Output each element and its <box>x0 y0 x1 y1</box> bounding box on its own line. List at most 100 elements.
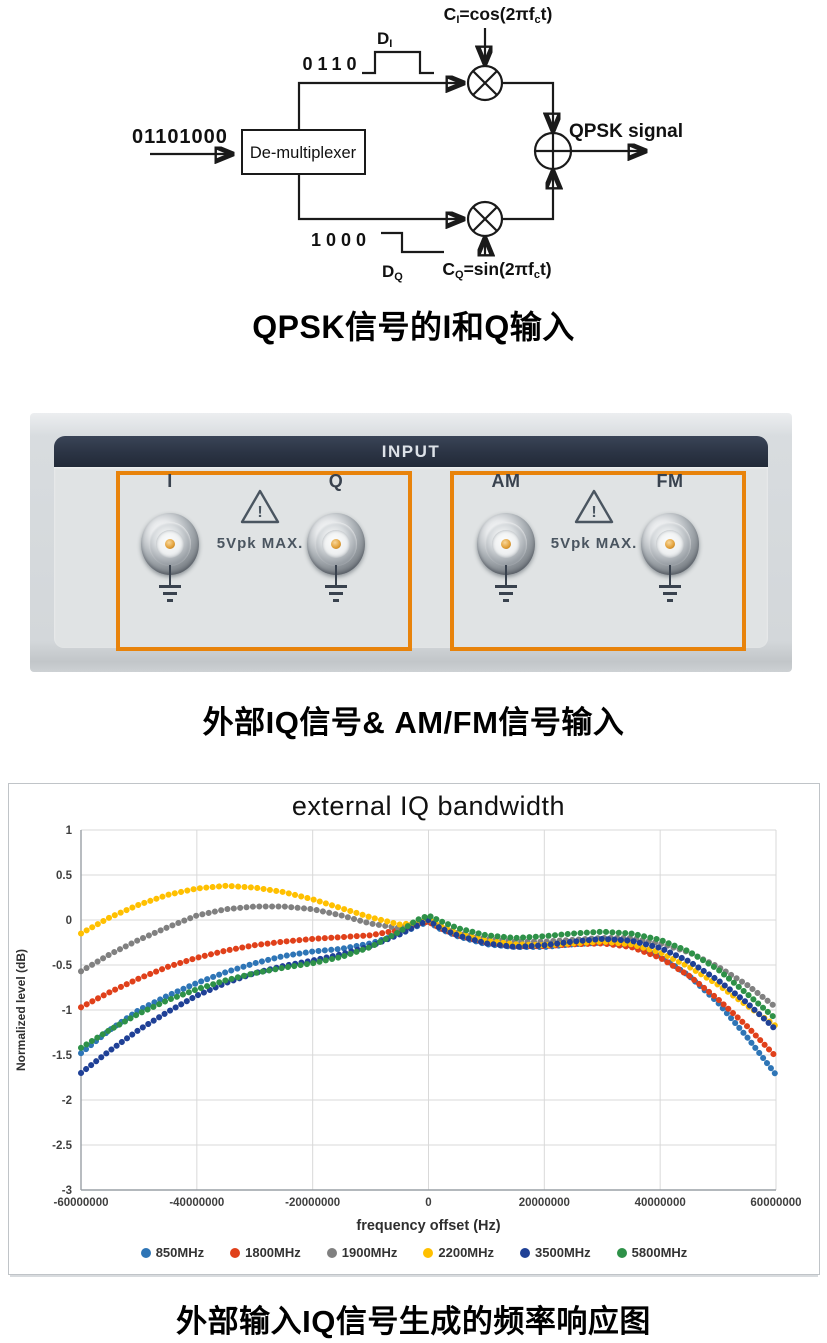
bandwidth-chart-plot: 1 0.5 0 -0.5 -1 -1.5 -2 -2.5 -3-60000000 -4000000… <box>14 791 802 1234</box>
ground-symbol <box>495 565 517 605</box>
connector-column-am: AM <box>466 413 546 672</box>
bnc-dielectric <box>656 530 684 558</box>
caption-external-iq-amfm-input: 外部IQ信号& AM/FM信号输入 <box>202 705 625 740</box>
input-header-label: INPUT <box>381 441 441 461</box>
x-tick-label: -40000000 <box>169 1197 224 1209</box>
connector-column-fm: FM <box>630 413 710 672</box>
voltage-warning-label: 5Vpk MAX. <box>216 535 304 552</box>
q-to-adder-line <box>502 173 553 221</box>
carrier-i-label: CI=cos(2πfct) <box>444 4 553 26</box>
bnc-dielectric <box>156 530 184 558</box>
instrument-panel-photo: INPUT I Q AM FM ! 5Vpk MAX. ! <box>30 413 792 672</box>
legend-item-1800MHz: 1800MHz <box>230 1245 301 1260</box>
legend-item-5800MHz: 5800MHz <box>616 1245 688 1260</box>
di-label: DI <box>377 29 392 50</box>
amfm-group-highlight-box <box>450 471 746 651</box>
x-tick-label: -60000000 <box>54 1197 109 1209</box>
connector-label-i: I <box>167 471 173 491</box>
y-tick-label: -0.5 <box>52 960 72 972</box>
y-tick-label: -2.5 <box>52 1140 72 1152</box>
iq-group-highlight-box <box>116 471 412 651</box>
bnc-dielectric <box>492 530 520 558</box>
i-to-adder-line <box>502 81 553 129</box>
chart-legend: 850MHz 1800MHz 1900MHz 2200MHz 3500MHz 5800MH… <box>9 1245 819 1260</box>
legend-swatch-icon <box>326 1247 337 1258</box>
connector-label-q: Q <box>328 471 344 491</box>
dq-label: DQ <box>382 262 403 283</box>
legend-label: 3500MHz <box>535 1245 591 1260</box>
connector-column-i: I <box>130 413 210 672</box>
input-bits-label: 01101000 <box>132 126 228 148</box>
bnc-connector-am <box>477 513 535 575</box>
svg-text:!: ! <box>257 504 262 521</box>
warning-triangle-icon: ! <box>240 489 280 524</box>
bnc-ring <box>485 522 527 566</box>
qpsk-block-diagram: 01101000 De-multiplexer 0110 DI CI=cos(2… <box>132 4 683 283</box>
bnc-connector-i <box>141 513 199 575</box>
y-tick-label: 0.5 <box>56 870 73 882</box>
connector-label-fm: FM <box>656 471 684 491</box>
legend-item-850MHz: 850MHz <box>140 1245 205 1260</box>
i-bits-label: 0110 <box>302 54 361 74</box>
bnc-dielectric <box>322 530 350 558</box>
legend-swatch-icon <box>230 1247 241 1258</box>
i-branch-line <box>297 83 462 130</box>
warning-cluster-iq: ! 5Vpk MAX. <box>200 488 320 552</box>
q-branch-line <box>297 174 462 219</box>
warning-cluster-amfm: ! 5Vpk MAX. <box>534 488 654 552</box>
legend-item-1900MHz: 1900MHz <box>326 1245 398 1260</box>
warning-triangle-icon: ! <box>574 489 614 524</box>
series-line-5800MHz <box>78 912 779 1051</box>
q-mixer-cross <box>472 206 498 232</box>
y-tick-label: 0 <box>66 915 72 927</box>
x-axis-title: frequency offset (Hz) <box>356 1218 500 1234</box>
x-tick-label: 20000000 <box>519 1197 570 1209</box>
legend-item-3500MHz: 3500MHz <box>520 1245 591 1260</box>
x-tick-label: 0 <box>425 1197 431 1209</box>
y-tick-label: -1 <box>62 1005 73 1017</box>
legend-item-2200MHz: 2200MHz <box>423 1245 494 1260</box>
ground-symbol <box>325 565 347 605</box>
legend-label: 2200MHz <box>438 1245 495 1260</box>
bnc-ring <box>149 522 191 566</box>
input-header-bar: INPUT <box>54 436 768 467</box>
y-tick-label: -1.5 <box>52 1050 72 1062</box>
bandwidth-chart-figure: 1 0.5 0 -0.5 -1 -1.5 -2 -2.5 -3 -60000000 -4000000… <box>8 783 820 1275</box>
svg-text:!: ! <box>591 504 596 521</box>
y-tick-label: 1 <box>66 825 73 837</box>
series-line-3500MHz <box>78 917 779 1076</box>
legend-label: 1800MHz <box>245 1245 301 1260</box>
i-pulse-waveform <box>362 50 434 75</box>
bnc-center-pin <box>331 539 341 549</box>
carrier-q-label: CQ=sin(2πfct) <box>442 259 551 281</box>
y-tick-label: -3 <box>62 1185 72 1197</box>
legend-swatch-icon <box>140 1247 151 1258</box>
chart-title: external IQ bandwidth <box>292 791 565 821</box>
legend-label: 5800MHz <box>631 1245 688 1260</box>
bnc-center-pin <box>665 539 675 549</box>
bnc-center-pin <box>501 539 511 549</box>
q-pulse-waveform <box>381 231 444 254</box>
bnc-ring <box>649 522 691 566</box>
legend-swatch-icon <box>616 1247 627 1258</box>
caption-frequency-response: 外部输入IQ信号生成的频率响应图 <box>176 1304 651 1339</box>
caption-qpsk-iq-input: QPSK信号的I和Q输入 <box>252 309 575 345</box>
legend-label: 1900MHz <box>341 1245 398 1260</box>
demultiplexer-box <box>241 129 366 175</box>
legend-label: 850MHz <box>155 1245 205 1260</box>
ground-symbol <box>159 565 181 605</box>
bnc-connector-q <box>307 513 365 575</box>
demultiplexer-label: De-multiplexer <box>250 144 357 162</box>
series-line-1800MHz <box>78 918 779 1060</box>
ground-symbol <box>659 565 681 605</box>
y-tick-label: -2 <box>62 1095 72 1107</box>
y-axis-title: Normalized level (dB) <box>14 949 28 1071</box>
connector-column-q: Q <box>296 413 376 672</box>
connector-label-am: AM <box>491 471 521 491</box>
x-tick-label: 40000000 <box>635 1197 686 1209</box>
x-tick-label: -20000000 <box>285 1197 340 1209</box>
output-label: QPSK signal <box>569 121 683 142</box>
q-bits-label: 1000 <box>311 230 371 250</box>
legend-swatch-icon <box>520 1247 531 1258</box>
voltage-warning-label: 5Vpk MAX. <box>550 535 638 552</box>
